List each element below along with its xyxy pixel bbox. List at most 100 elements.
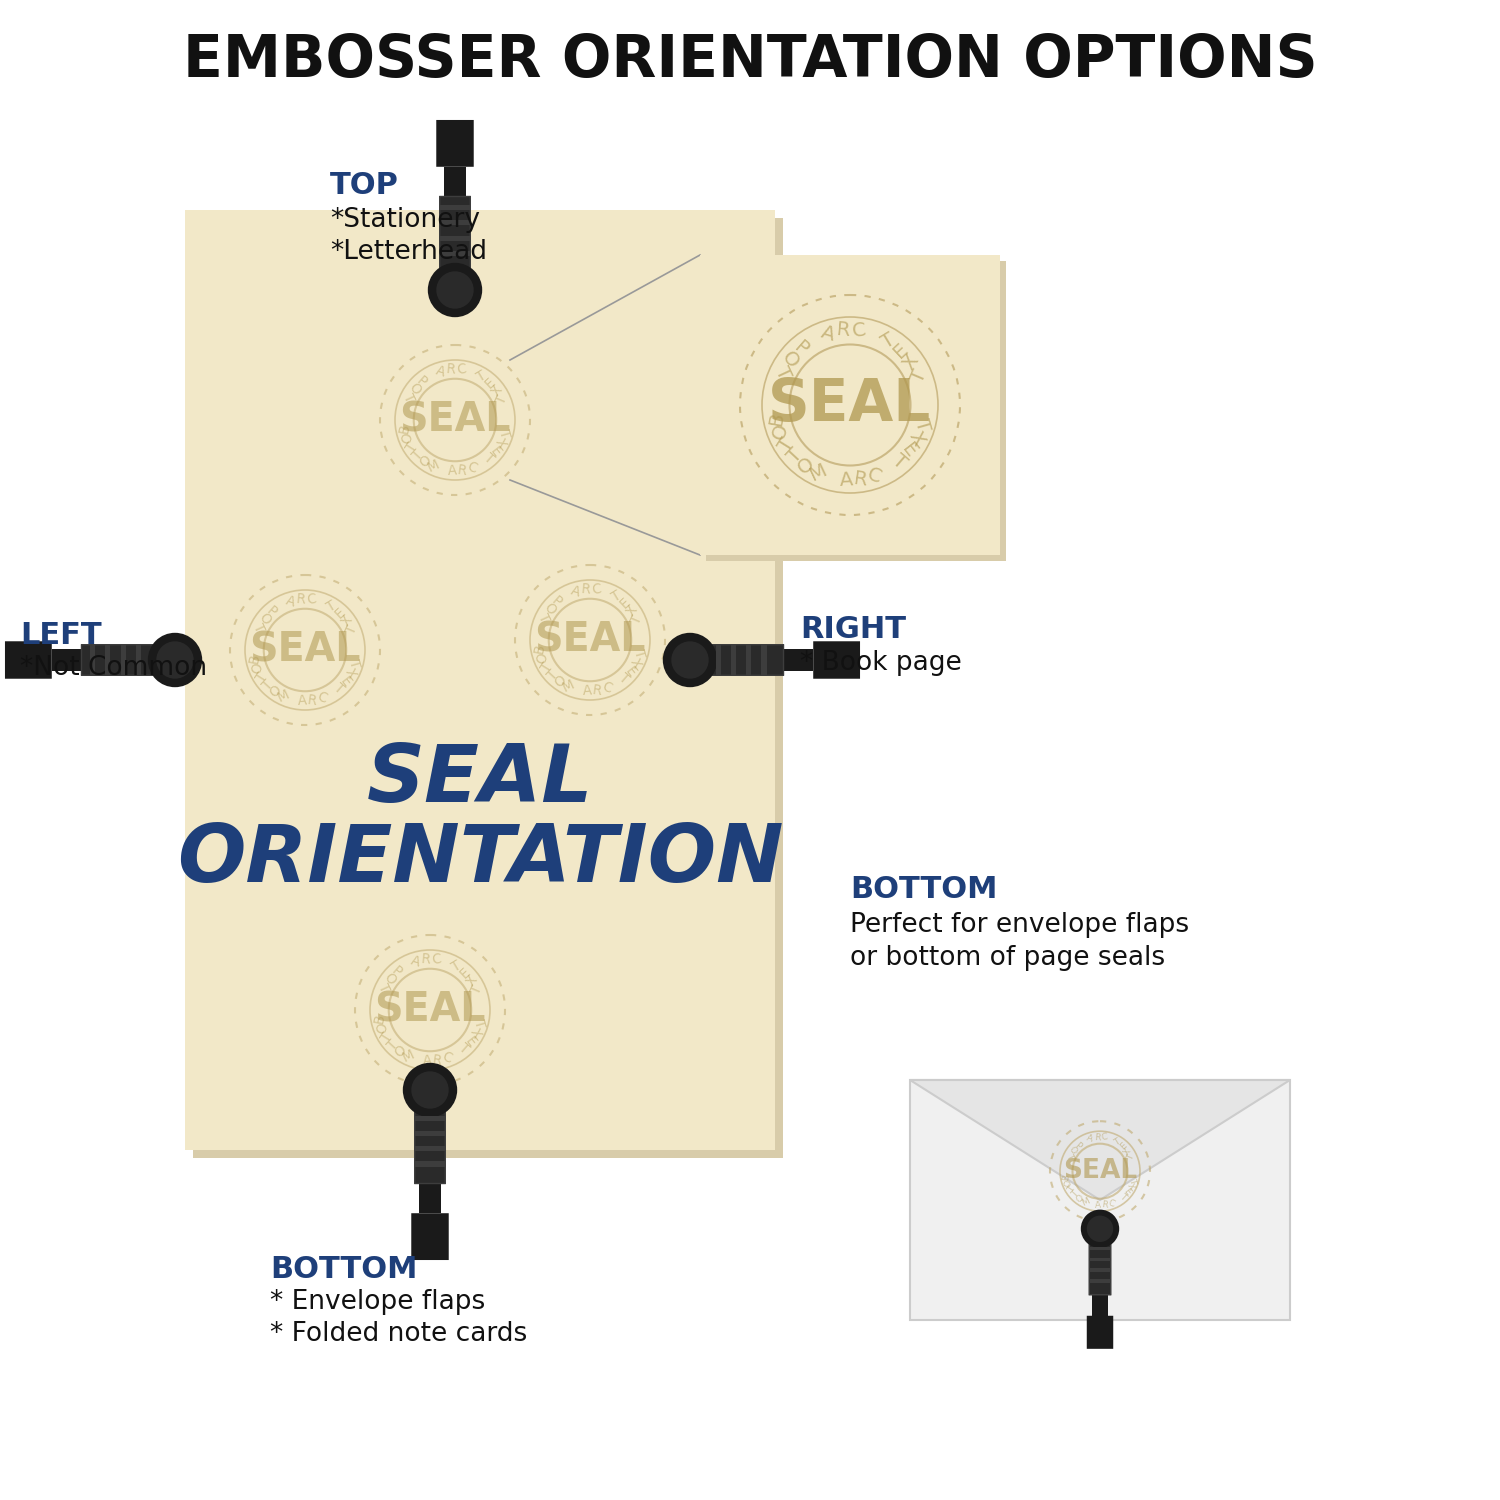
Text: O: O	[417, 453, 434, 470]
Text: B: B	[532, 644, 548, 654]
Text: T: T	[908, 366, 930, 386]
Text: * Envelope flaps: * Envelope flaps	[270, 1288, 486, 1316]
Text: E: E	[622, 663, 639, 680]
Text: A: A	[839, 470, 854, 489]
Text: M: M	[1080, 1197, 1090, 1208]
Text: T: T	[474, 368, 489, 384]
Text: T: T	[375, 981, 392, 994]
Bar	[1089, 1280, 1112, 1282]
Bar	[783, 650, 813, 670]
Text: *Letterhead: *Letterhead	[330, 238, 488, 266]
Text: E: E	[1122, 1186, 1132, 1197]
Text: T: T	[628, 614, 645, 627]
Text: O: O	[267, 682, 284, 700]
Text: M: M	[424, 458, 441, 476]
Text: SEAL: SEAL	[768, 376, 932, 433]
Text: A: A	[423, 1053, 432, 1068]
Text: B: B	[766, 410, 788, 426]
Text: X: X	[466, 1026, 484, 1041]
Circle shape	[1082, 1209, 1119, 1248]
Text: T: T	[260, 676, 276, 693]
Text: T: T	[784, 446, 807, 466]
Text: C: C	[456, 362, 466, 376]
Text: E: E	[897, 440, 921, 462]
Text: X: X	[1122, 1146, 1134, 1156]
Circle shape	[411, 1071, 448, 1108]
Text: R: R	[1101, 1200, 1108, 1210]
Text: BOTTOM: BOTTOM	[270, 1256, 417, 1284]
Text: A: A	[408, 952, 422, 969]
Text: T: T	[410, 447, 426, 462]
Text: E: E	[332, 604, 348, 621]
Text: T: T	[1113, 1137, 1122, 1148]
Text: A: A	[297, 693, 307, 708]
Text: O: O	[381, 970, 398, 988]
Text: X: X	[339, 614, 356, 628]
Circle shape	[1088, 1215, 1113, 1242]
Text: C: C	[591, 582, 602, 597]
Text: O: O	[778, 348, 802, 372]
Text: R: R	[446, 362, 456, 376]
FancyBboxPatch shape	[414, 1112, 446, 1184]
Text: C: C	[440, 1050, 453, 1066]
Text: O: O	[399, 430, 416, 445]
Text: A: A	[284, 592, 297, 609]
Text: C: C	[850, 321, 867, 340]
Text: R: R	[296, 592, 306, 606]
Text: R: R	[1094, 1132, 1101, 1142]
Bar	[1089, 1269, 1112, 1272]
Bar	[746, 645, 752, 675]
Polygon shape	[910, 1080, 1290, 1200]
Text: T: T	[888, 450, 910, 472]
Text: T: T	[404, 440, 420, 454]
Bar	[730, 645, 736, 675]
FancyBboxPatch shape	[1089, 1244, 1112, 1294]
Text: R: R	[836, 321, 850, 340]
FancyBboxPatch shape	[81, 645, 154, 675]
Text: B: B	[398, 423, 412, 435]
Text: Perfect for envelope flaps: Perfect for envelope flaps	[850, 912, 1190, 938]
Text: ORIENTATION: ORIENTATION	[177, 821, 783, 898]
Text: A: A	[447, 464, 458, 478]
Text: O: O	[1074, 1192, 1086, 1204]
FancyBboxPatch shape	[4, 642, 52, 678]
Text: T: T	[776, 435, 798, 454]
Text: T: T	[538, 660, 555, 675]
Text: E: E	[488, 444, 504, 459]
Text: P: P	[388, 963, 404, 980]
Text: RIGHT: RIGHT	[800, 615, 906, 645]
Text: O: O	[552, 672, 568, 690]
Circle shape	[436, 272, 474, 309]
Text: *Not Common: *Not Common	[20, 656, 207, 681]
Bar	[706, 261, 1007, 561]
Bar	[1089, 1246, 1112, 1251]
Text: P: P	[264, 603, 279, 619]
Text: B: B	[1062, 1173, 1071, 1180]
Text: M: M	[560, 678, 576, 694]
Text: C: C	[864, 465, 883, 488]
Text: A: A	[433, 363, 447, 380]
Text: T: T	[910, 417, 933, 434]
Text: E: E	[482, 375, 498, 390]
Bar	[414, 1161, 446, 1167]
Text: or bottom of page seals: or bottom of page seals	[850, 945, 1166, 970]
Text: A: A	[1095, 1200, 1101, 1210]
Text: LEFT: LEFT	[20, 621, 102, 650]
Text: SEAL: SEAL	[366, 741, 592, 819]
Text: T: T	[448, 958, 464, 975]
Text: P: P	[1072, 1140, 1083, 1150]
Text: T: T	[496, 427, 512, 439]
FancyBboxPatch shape	[411, 1214, 448, 1260]
Text: SEAL: SEAL	[399, 400, 510, 439]
Text: X: X	[464, 974, 480, 988]
Text: T: T	[609, 588, 624, 604]
Text: M: M	[807, 460, 830, 484]
Text: SEAL: SEAL	[1064, 1158, 1137, 1184]
FancyBboxPatch shape	[1088, 1316, 1113, 1348]
Text: T: T	[384, 1036, 400, 1053]
Bar	[136, 645, 141, 675]
Text: T: T	[494, 393, 510, 406]
Text: BOTTOM: BOTTOM	[850, 876, 998, 904]
Bar	[419, 1184, 441, 1214]
Text: R: R	[580, 582, 591, 597]
